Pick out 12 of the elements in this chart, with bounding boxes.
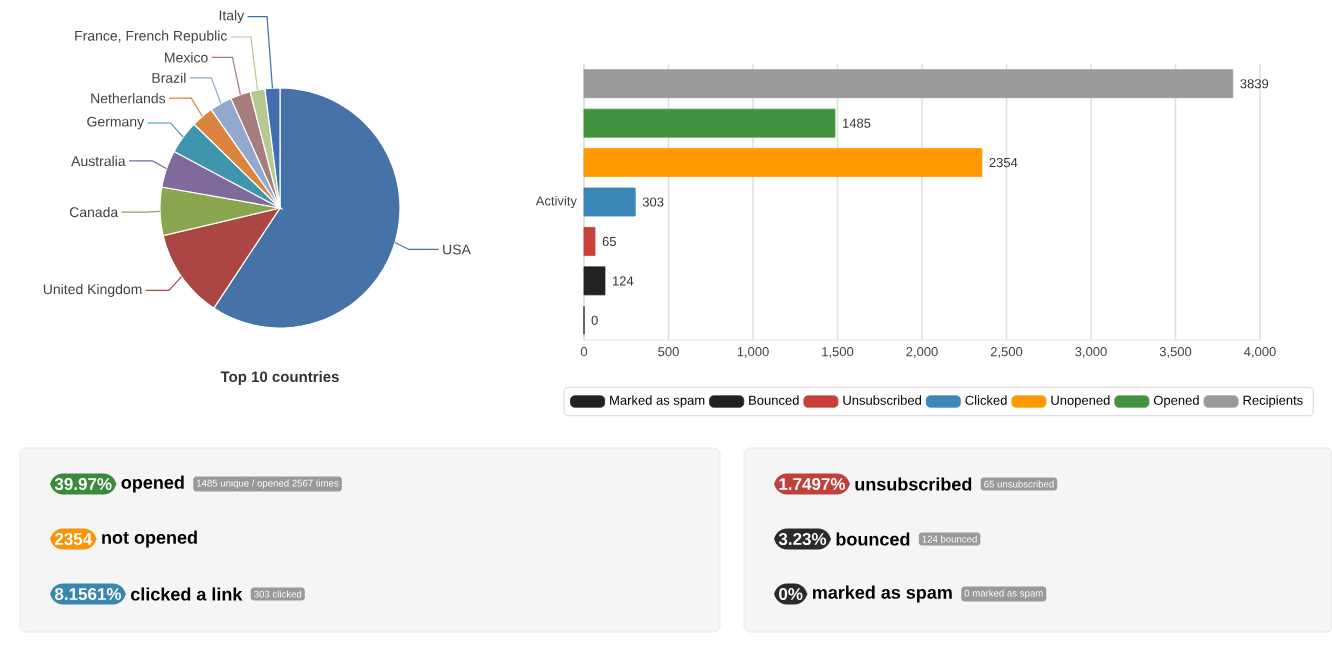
text: 39.97% bbox=[54, 477, 112, 491]
category-label: unsubscribed bbox=[855, 477, 972, 491]
text: 0% bbox=[779, 587, 803, 601]
category-label: not opened bbox=[102, 530, 197, 548]
category-label: opened bbox=[121, 475, 184, 493]
text: 1.7497% bbox=[779, 477, 846, 491]
text: 3.23% bbox=[778, 532, 827, 546]
category-label: marked as spam bbox=[812, 585, 952, 603]
text: 8.1561% bbox=[54, 587, 122, 601]
category-label: bounced bbox=[836, 532, 910, 546]
text: 2354 bbox=[55, 532, 93, 546]
category-label: clicked a link bbox=[131, 587, 243, 601]
